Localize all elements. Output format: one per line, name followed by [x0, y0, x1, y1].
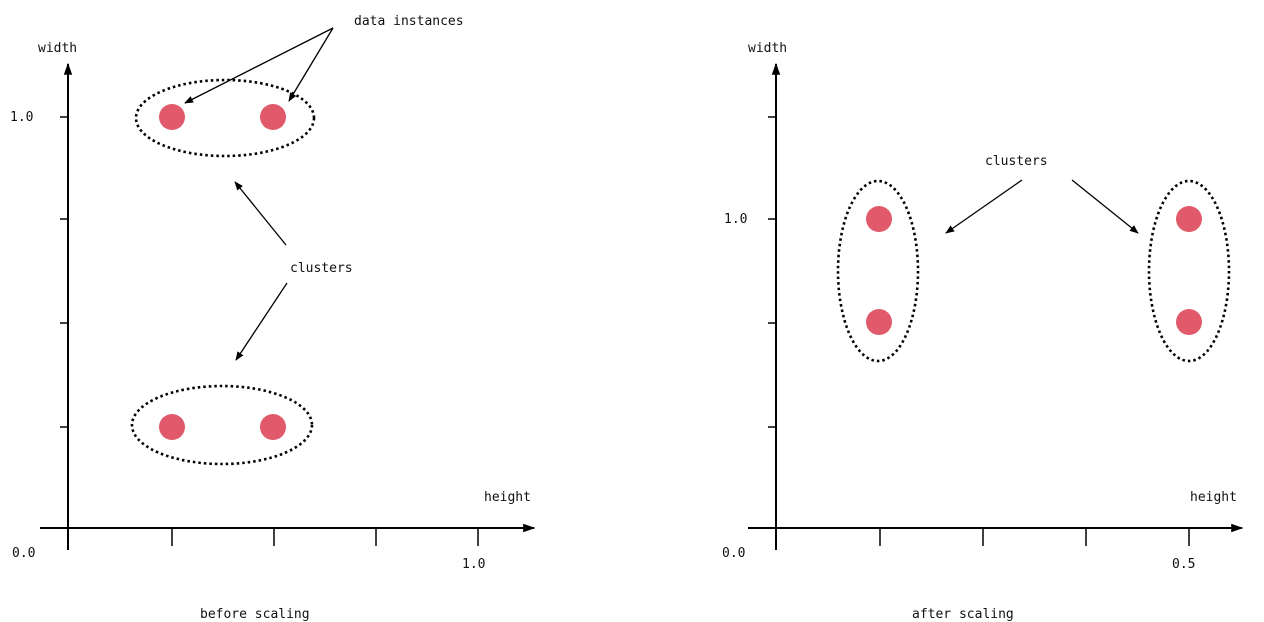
- data-point: [1176, 206, 1202, 232]
- left-panel: width height 0.0 1.0 1.0 before scaling …: [10, 14, 536, 622]
- data-point: [260, 104, 286, 130]
- left-clusters-annotation: clusters: [290, 261, 353, 276]
- left-x-axis-label: height: [484, 490, 531, 505]
- left-x-tick-label: 1.0: [462, 557, 485, 572]
- right-panel: width height 0.0 1.0 0.5 after scaling c…: [722, 41, 1244, 622]
- arrow-to-cluster: [234, 181, 287, 246]
- left-cluster-bottom: [130, 384, 314, 466]
- right-clusters-annotation: clusters: [985, 154, 1048, 169]
- data-point: [1176, 309, 1202, 335]
- arrow-to-cluster: [945, 179, 1023, 234]
- arrow-to-cluster: [235, 282, 288, 361]
- right-y-axis-label: width: [748, 41, 787, 56]
- right-x-tick-label: 0.5: [1172, 557, 1195, 572]
- left-y-tick-label: 1.0: [10, 110, 33, 125]
- data-point: [866, 206, 892, 232]
- left-y-axis-label: width: [38, 41, 77, 56]
- right-origin-label: 0.0: [722, 546, 745, 561]
- left-cluster-top: [134, 78, 316, 158]
- right-y-tick-label: 1.0: [724, 212, 747, 227]
- arrow-to-instance: [184, 27, 334, 104]
- data-instances-annotation: data instances: [354, 14, 464, 29]
- data-point: [260, 414, 286, 440]
- left-caption: before scaling: [200, 607, 310, 622]
- data-point: [866, 309, 892, 335]
- arrow-to-cluster: [1071, 179, 1139, 234]
- right-cluster-right: [1147, 179, 1231, 363]
- right-cluster-left: [836, 179, 920, 363]
- data-point: [159, 104, 185, 130]
- arrow-to-instance: [288, 27, 334, 102]
- left-origin-label: 0.0: [12, 546, 35, 561]
- right-caption: after scaling: [912, 607, 1014, 622]
- data-point: [159, 414, 185, 440]
- right-x-axis-label: height: [1190, 490, 1237, 505]
